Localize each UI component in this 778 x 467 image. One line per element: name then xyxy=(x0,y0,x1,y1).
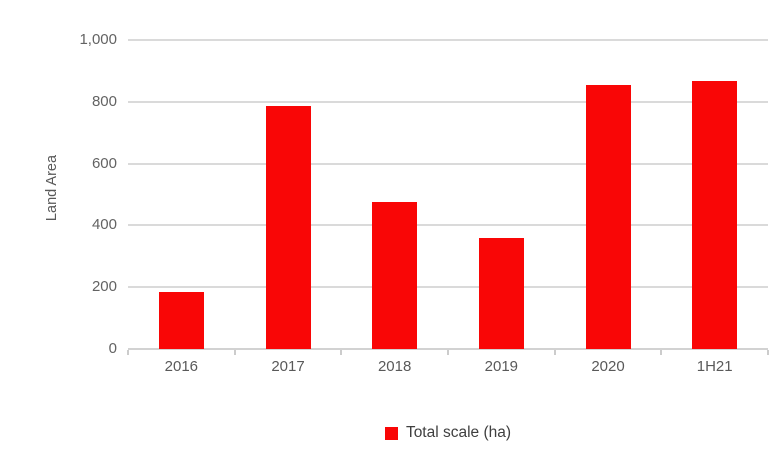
legend-swatch-icon xyxy=(384,426,398,440)
bar-2020 xyxy=(585,84,631,349)
y-tick-label: 1,000 xyxy=(79,31,117,48)
bar-1H21 xyxy=(692,81,738,349)
legend-label: Total scale (ha) xyxy=(405,424,512,441)
x-axis-tick xyxy=(660,350,663,355)
gridline xyxy=(128,100,768,103)
x-category-label: 2016 xyxy=(164,358,199,375)
x-category-label: 2019 xyxy=(484,358,519,375)
bar-2018 xyxy=(372,201,418,349)
y-axis-tick-labels: 0 200 400 600 800 1,000 xyxy=(0,31,117,357)
legend: Total scale (ha) xyxy=(128,424,768,442)
y-tick-label: 0 xyxy=(108,340,117,357)
y-tick-label: 200 xyxy=(91,278,117,296)
y-tick-label: 800 xyxy=(91,92,117,110)
x-axis-line xyxy=(128,348,768,350)
x-category-label: 2017 xyxy=(271,358,305,375)
bar-2016 xyxy=(158,291,204,349)
x-category-label: 2018 xyxy=(377,358,412,375)
y-tick-label: 400 xyxy=(91,216,117,234)
x-axis-tick xyxy=(553,350,556,355)
x-axis-category-labels: 2016 2017 2018 2019 2020 1H21 xyxy=(128,358,768,378)
bar-2017 xyxy=(265,105,311,349)
x-axis-tick xyxy=(127,350,129,355)
x-category-label: 2020 xyxy=(591,358,625,375)
x-axis-tick xyxy=(233,350,236,355)
x-axis-tick xyxy=(767,350,769,355)
plot-area xyxy=(127,39,769,355)
gridline xyxy=(128,286,768,289)
x-axis-tick xyxy=(447,350,449,355)
y-tick-label: 600 xyxy=(91,154,117,172)
gridline xyxy=(128,224,768,227)
x-category-label: 1H21 xyxy=(696,358,733,375)
x-axis-tick xyxy=(340,350,343,355)
bar-2019 xyxy=(478,237,524,349)
gridline xyxy=(128,162,768,165)
gridline xyxy=(128,39,768,41)
